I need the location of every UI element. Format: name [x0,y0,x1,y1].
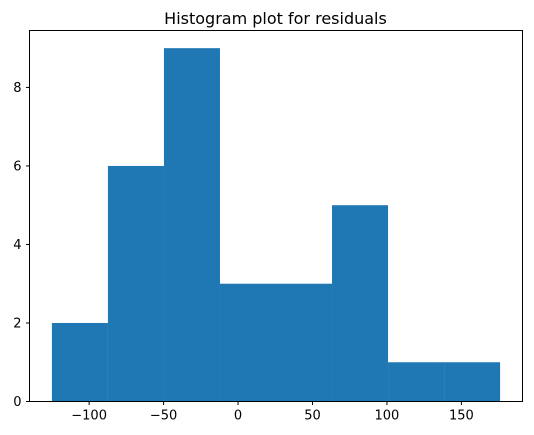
x-tick-label: 0 [234,409,242,424]
histogram-bar-4 [220,284,276,402]
y-tick-label: 2 [13,316,21,331]
y-tick-label: 6 [13,159,21,174]
chart-title: Histogram plot for residuals [164,9,387,28]
histogram-bar-5 [276,284,332,402]
histogram-bar-1 [52,323,108,402]
x-tick-label: 150 [449,409,474,424]
y-tick-label: 8 [13,81,21,96]
histogram-bar-8 [444,362,500,401]
x-axis: −100 −50 0 50 100 150 [71,402,474,424]
histogram-bar-6 [332,205,388,401]
histogram-bar-7 [388,362,444,401]
y-tick-label: 4 [13,238,21,253]
x-tick-label: −100 [71,409,107,424]
x-tick-label: 100 [375,409,400,424]
bars [52,48,500,401]
y-axis: 0 2 4 6 8 [13,81,29,410]
x-tick-label: 50 [304,409,321,424]
x-tick-label: −50 [150,409,177,424]
histogram-bar-2 [108,166,164,402]
y-tick-label: 0 [13,395,21,410]
histogram-bar-3 [164,48,220,401]
